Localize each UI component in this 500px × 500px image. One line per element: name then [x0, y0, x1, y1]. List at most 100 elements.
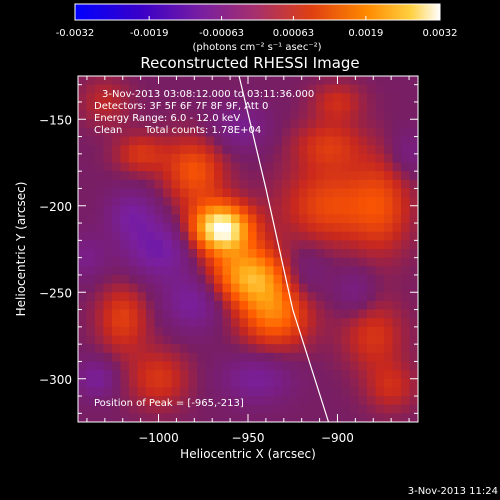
heatmap-cell	[205, 127, 215, 138]
heatmap-cell	[95, 300, 105, 311]
heatmap-cell	[248, 223, 258, 233]
heatmap-cell	[375, 300, 385, 311]
heatmap-cell	[112, 93, 122, 103]
heatmap-cell	[129, 153, 139, 164]
heatmap-cell	[171, 179, 181, 190]
heatmap-cell	[392, 370, 402, 380]
heatmap-cell	[112, 205, 122, 215]
heatmap-cell	[180, 162, 190, 172]
heatmap-cell	[197, 110, 207, 120]
heatmap-cell	[350, 370, 360, 380]
heatmap-cell	[401, 300, 411, 311]
heatmap-cell	[222, 171, 232, 181]
heatmap-cell	[86, 188, 96, 198]
heatmap-cell	[324, 223, 334, 233]
heatmap-cell	[231, 361, 241, 371]
heatmap-cell	[197, 127, 207, 138]
heatmap-cell	[163, 136, 173, 146]
heatmap-cell	[273, 76, 283, 86]
heatmap-cell	[409, 344, 418, 354]
heatmap-cell	[120, 344, 130, 354]
heatmap-cell	[392, 231, 402, 241]
heatmap-cell	[324, 361, 334, 371]
heatmap-cell	[367, 101, 377, 112]
heatmap-cell	[231, 257, 241, 267]
heatmap-cell	[239, 240, 249, 250]
heatmap-cell	[222, 188, 232, 198]
heatmap-cell	[282, 344, 292, 354]
heatmap-cell	[231, 309, 241, 319]
heatmap-cell	[358, 214, 368, 224]
heatmap-cell	[214, 214, 224, 224]
heatmap-cell	[146, 413, 156, 422]
heatmap-cell	[78, 361, 88, 371]
heatmap-cell	[239, 352, 249, 363]
heatmap-cell	[239, 326, 249, 337]
heatmap-cell	[180, 396, 190, 406]
heatmap-cell	[333, 300, 343, 311]
heatmap-cell	[324, 326, 334, 337]
heatmap-cell	[222, 413, 232, 422]
heatmap-cell	[307, 127, 317, 138]
heatmap-cell	[112, 249, 122, 259]
heatmap-cell	[214, 76, 224, 86]
heatmap-cell	[103, 257, 113, 267]
heatmap-cell	[103, 231, 113, 241]
heatmap-cell	[358, 335, 368, 345]
heatmap-cell	[392, 283, 402, 293]
heatmap-cell	[375, 153, 385, 164]
heatmap-cell	[205, 249, 215, 259]
heatmap-cell	[350, 335, 360, 345]
heatmap-cell	[401, 274, 411, 285]
heatmap-cell	[358, 145, 368, 155]
heatmap-cell	[180, 136, 190, 146]
heatmap-cell	[316, 93, 326, 103]
heatmap-cell	[273, 257, 283, 267]
heatmap-cell	[282, 257, 292, 267]
heatmap-cell	[324, 231, 334, 241]
heatmap-cell	[273, 93, 283, 103]
heatmap-cell	[86, 387, 96, 397]
heatmap-cell	[324, 171, 334, 181]
heatmap-cell	[163, 84, 173, 94]
heatmap-cell	[265, 266, 275, 276]
heatmap-cell	[358, 127, 368, 138]
heatmap-cell	[401, 179, 411, 190]
heatmap-cell	[367, 413, 377, 422]
heatmap-cell	[86, 378, 96, 388]
heatmap-cell	[188, 101, 198, 112]
heatmap-cell	[307, 274, 317, 285]
heatmap-cell	[129, 93, 139, 103]
heatmap-cell	[316, 309, 326, 319]
heatmap-cell	[358, 240, 368, 250]
heatmap-cell	[324, 292, 334, 302]
heatmap-cell	[137, 387, 147, 397]
heatmap-cell	[171, 326, 181, 337]
heatmap-cell	[392, 223, 402, 233]
heatmap-cell	[78, 257, 88, 267]
heatmap-cell	[401, 188, 411, 198]
heatmap-cell	[350, 119, 360, 129]
heatmap-cell	[282, 249, 292, 259]
heatmap-cell	[188, 110, 198, 120]
heatmap-cell	[154, 396, 164, 406]
heatmap-cell	[146, 223, 156, 233]
heatmap-cell	[222, 119, 232, 129]
heatmap-cell	[316, 188, 326, 198]
heatmap-cell	[384, 309, 394, 319]
heatmap-cell	[188, 205, 198, 215]
heatmap-cell	[205, 309, 215, 319]
heatmap-cell	[299, 326, 309, 337]
heatmap-cell	[350, 318, 360, 328]
heatmap-cell	[103, 300, 113, 311]
heatmap-cell	[86, 352, 96, 363]
heatmap-cell	[103, 110, 113, 120]
heatmap-cell	[358, 266, 368, 276]
heatmap-cell	[171, 352, 181, 363]
heatmap-cell	[256, 361, 266, 371]
heatmap-cell	[163, 292, 173, 302]
heatmap-cell	[341, 370, 351, 380]
heatmap-cell	[273, 179, 283, 190]
heatmap-cell	[95, 292, 105, 302]
heatmap-cell	[324, 370, 334, 380]
